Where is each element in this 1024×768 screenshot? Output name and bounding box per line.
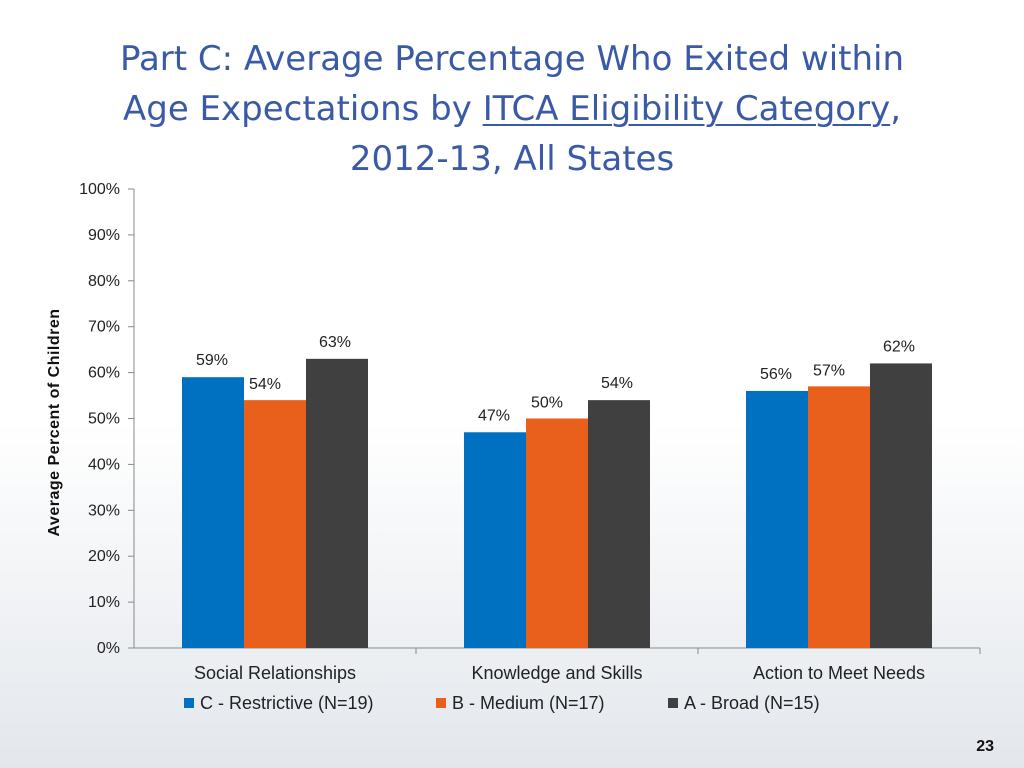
bar xyxy=(588,400,650,648)
bar xyxy=(182,377,244,648)
x-tick-label: Action to Meet Needs xyxy=(753,663,925,683)
legend-swatch xyxy=(668,698,678,708)
y-tick-label: 30% xyxy=(88,502,120,519)
page-number: 23 xyxy=(976,738,994,755)
data-label: 62% xyxy=(883,338,915,355)
x-tick-label: Knowledge and Skills xyxy=(471,663,642,683)
x-tick-label: Social Relationships xyxy=(194,663,356,683)
data-label: 50% xyxy=(531,395,563,412)
title-line-2-prefix: Age Expectations by xyxy=(122,89,483,129)
bar xyxy=(464,432,526,648)
legend-label: C - Restrictive (N=19) xyxy=(200,693,374,713)
bar xyxy=(808,386,870,648)
y-tick-label: 40% xyxy=(88,456,120,473)
bar xyxy=(244,400,306,648)
title-line-2-suffix: , xyxy=(890,89,902,129)
y-tick-label: 70% xyxy=(88,319,120,336)
data-label: 59% xyxy=(196,352,228,369)
y-tick-label: 90% xyxy=(88,227,120,244)
y-tick-label: 60% xyxy=(88,365,120,382)
title-line-3: 2012-13, All States xyxy=(349,139,675,179)
data-label: 57% xyxy=(813,362,845,379)
legend-label: A - Broad (N=15) xyxy=(684,693,820,713)
data-label: 54% xyxy=(601,375,633,392)
y-tick-label: 80% xyxy=(88,273,120,290)
legend-swatch xyxy=(184,698,194,708)
bar xyxy=(746,390,808,648)
legend-swatch xyxy=(436,698,446,708)
slide-title: Part C: Average Percentage Who Exited wi… xyxy=(40,34,984,184)
y-tick-label: 0% xyxy=(97,640,120,657)
itca-eligibility-link[interactable]: ITCA Eligibility Category xyxy=(482,89,891,129)
y-tick-label: 20% xyxy=(88,548,120,565)
data-label: 63% xyxy=(319,334,351,351)
data-label: 54% xyxy=(249,376,281,393)
y-axis-title: Average Percent of Children xyxy=(46,308,63,536)
data-label: 56% xyxy=(760,366,792,383)
bar xyxy=(526,418,588,648)
bar xyxy=(870,363,932,648)
y-tick-label: 100% xyxy=(79,181,120,198)
title-line-1: Part C: Average Percentage Who Exited wi… xyxy=(119,39,905,79)
data-label: 47% xyxy=(478,407,510,424)
y-tick-label: 50% xyxy=(88,411,120,428)
legend-label: B - Medium (N=17) xyxy=(452,693,605,713)
y-tick-label: 10% xyxy=(88,594,120,611)
bar xyxy=(306,358,368,648)
